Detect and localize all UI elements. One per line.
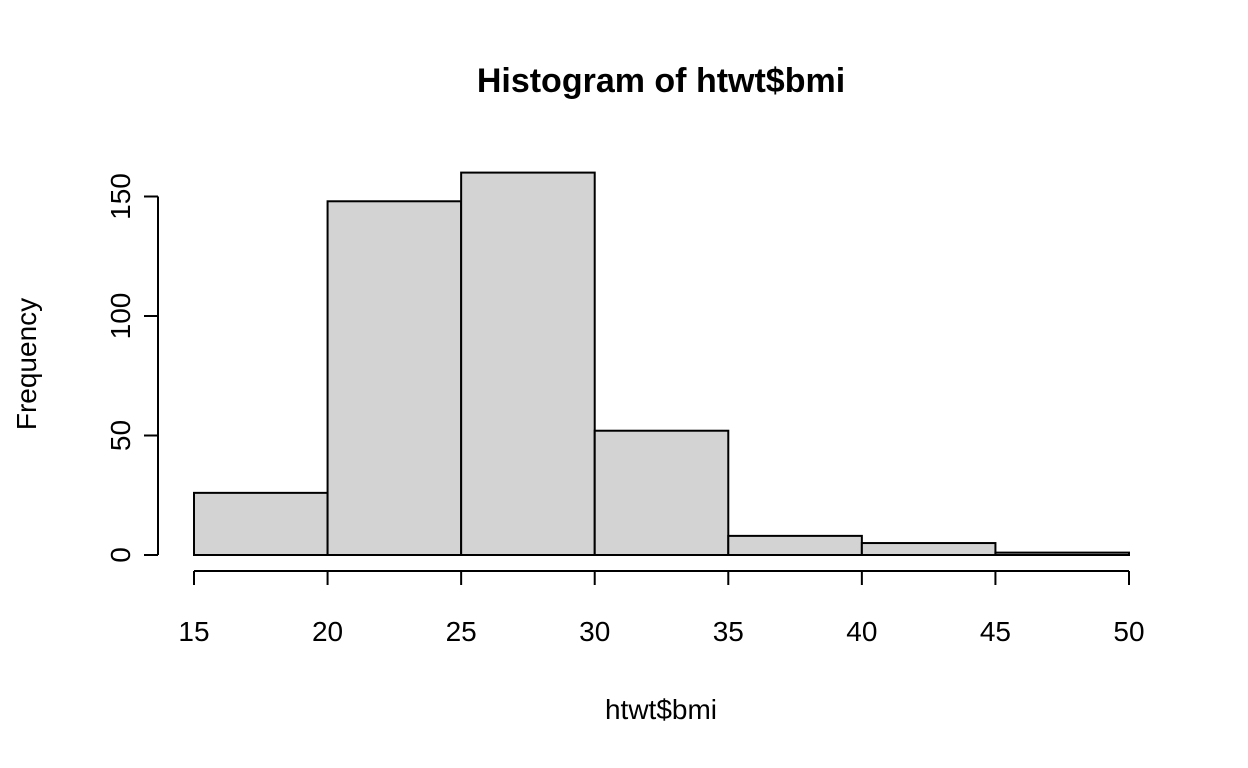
y-axis: 0 50 100 150: [105, 173, 159, 563]
histogram-bar: [193, 491, 329, 556]
x-tick-label: 45: [980, 616, 1011, 647]
x-tick-label: 50: [1113, 616, 1144, 647]
x-tick-label: 40: [846, 616, 877, 647]
histogram-bar: [326, 200, 463, 556]
y-tick-label: 0: [105, 547, 136, 563]
x-axis-label: htwt$bmi: [605, 694, 717, 725]
x-tick-label: 30: [579, 616, 610, 647]
y-tick-label: 50: [105, 420, 136, 451]
histogram-bar: [593, 429, 730, 556]
chart-title: Histogram of htwt$bmi: [477, 62, 845, 100]
x-tick-label: 15: [178, 616, 209, 647]
x-tick-label: 25: [446, 616, 477, 647]
x-axis: 15 20 25 30 35 40 45 50: [178, 570, 1145, 647]
histogram-bar: [460, 171, 596, 556]
y-axis-label: Frequency: [11, 298, 42, 430]
x-tick-label: 35: [713, 616, 744, 647]
histogram-bar: [727, 534, 863, 557]
y-tick-label: 100: [105, 293, 136, 340]
y-tick-label: 150: [105, 173, 136, 220]
histogram-bar: [860, 542, 997, 556]
histogram-bars: [193, 171, 1131, 557]
histogram-bar: [994, 551, 1131, 556]
x-tick-label: 20: [312, 616, 343, 647]
